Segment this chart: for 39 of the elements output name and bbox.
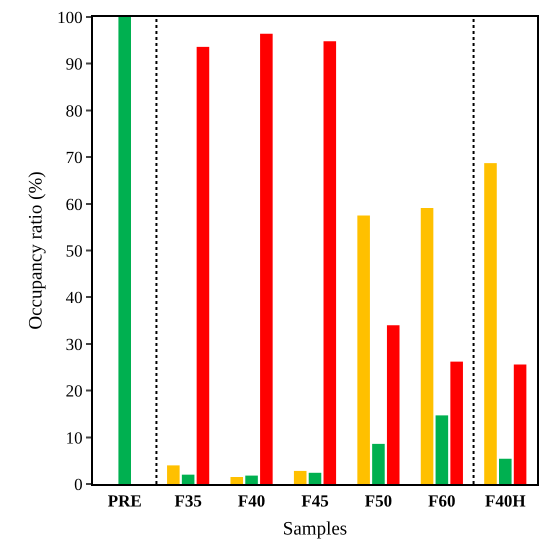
y-tick-label: 50	[66, 241, 83, 260]
x-tick-label: F35	[174, 491, 202, 510]
x-tick-label: F50	[364, 491, 392, 510]
y-tick-label: 0	[74, 474, 83, 494]
bar	[245, 476, 258, 484]
y-axis-title: Occupancy ratio (%)	[25, 171, 46, 330]
bar	[499, 458, 512, 484]
y-tick-label: 40	[66, 288, 83, 308]
bar	[514, 364, 526, 484]
x-tick-label: F40	[238, 491, 266, 510]
bar	[357, 215, 370, 484]
y-tick-label: 70	[66, 148, 83, 168]
y-tick-label: 90	[66, 54, 83, 74]
bar	[167, 465, 180, 484]
bar	[436, 415, 448, 484]
y-tick-label: 80	[66, 101, 83, 120]
bar	[484, 163, 497, 484]
y-tick-label: 60	[66, 194, 83, 214]
bar	[386, 325, 400, 484]
bar	[450, 362, 463, 484]
y-tick-label: 100	[57, 8, 83, 27]
bar	[324, 41, 336, 484]
bar	[196, 46, 210, 484]
y-tick-label: 10	[66, 428, 83, 448]
x-tick-label: F60	[428, 491, 456, 510]
bar	[182, 474, 194, 484]
x-axis-title: Samples	[282, 518, 348, 540]
bar	[230, 477, 244, 484]
x-tick-label: F40H	[484, 491, 526, 510]
bar	[118, 17, 131, 484]
bar	[372, 444, 385, 484]
bar	[260, 34, 273, 484]
y-tick-label: 30	[66, 334, 83, 354]
y-tick-label: 20	[66, 382, 83, 401]
x-tick-label: PRE	[108, 491, 142, 510]
x-tick-label: F45	[301, 491, 329, 510]
bar	[308, 472, 322, 484]
bar	[420, 208, 434, 484]
bar	[294, 470, 306, 484]
